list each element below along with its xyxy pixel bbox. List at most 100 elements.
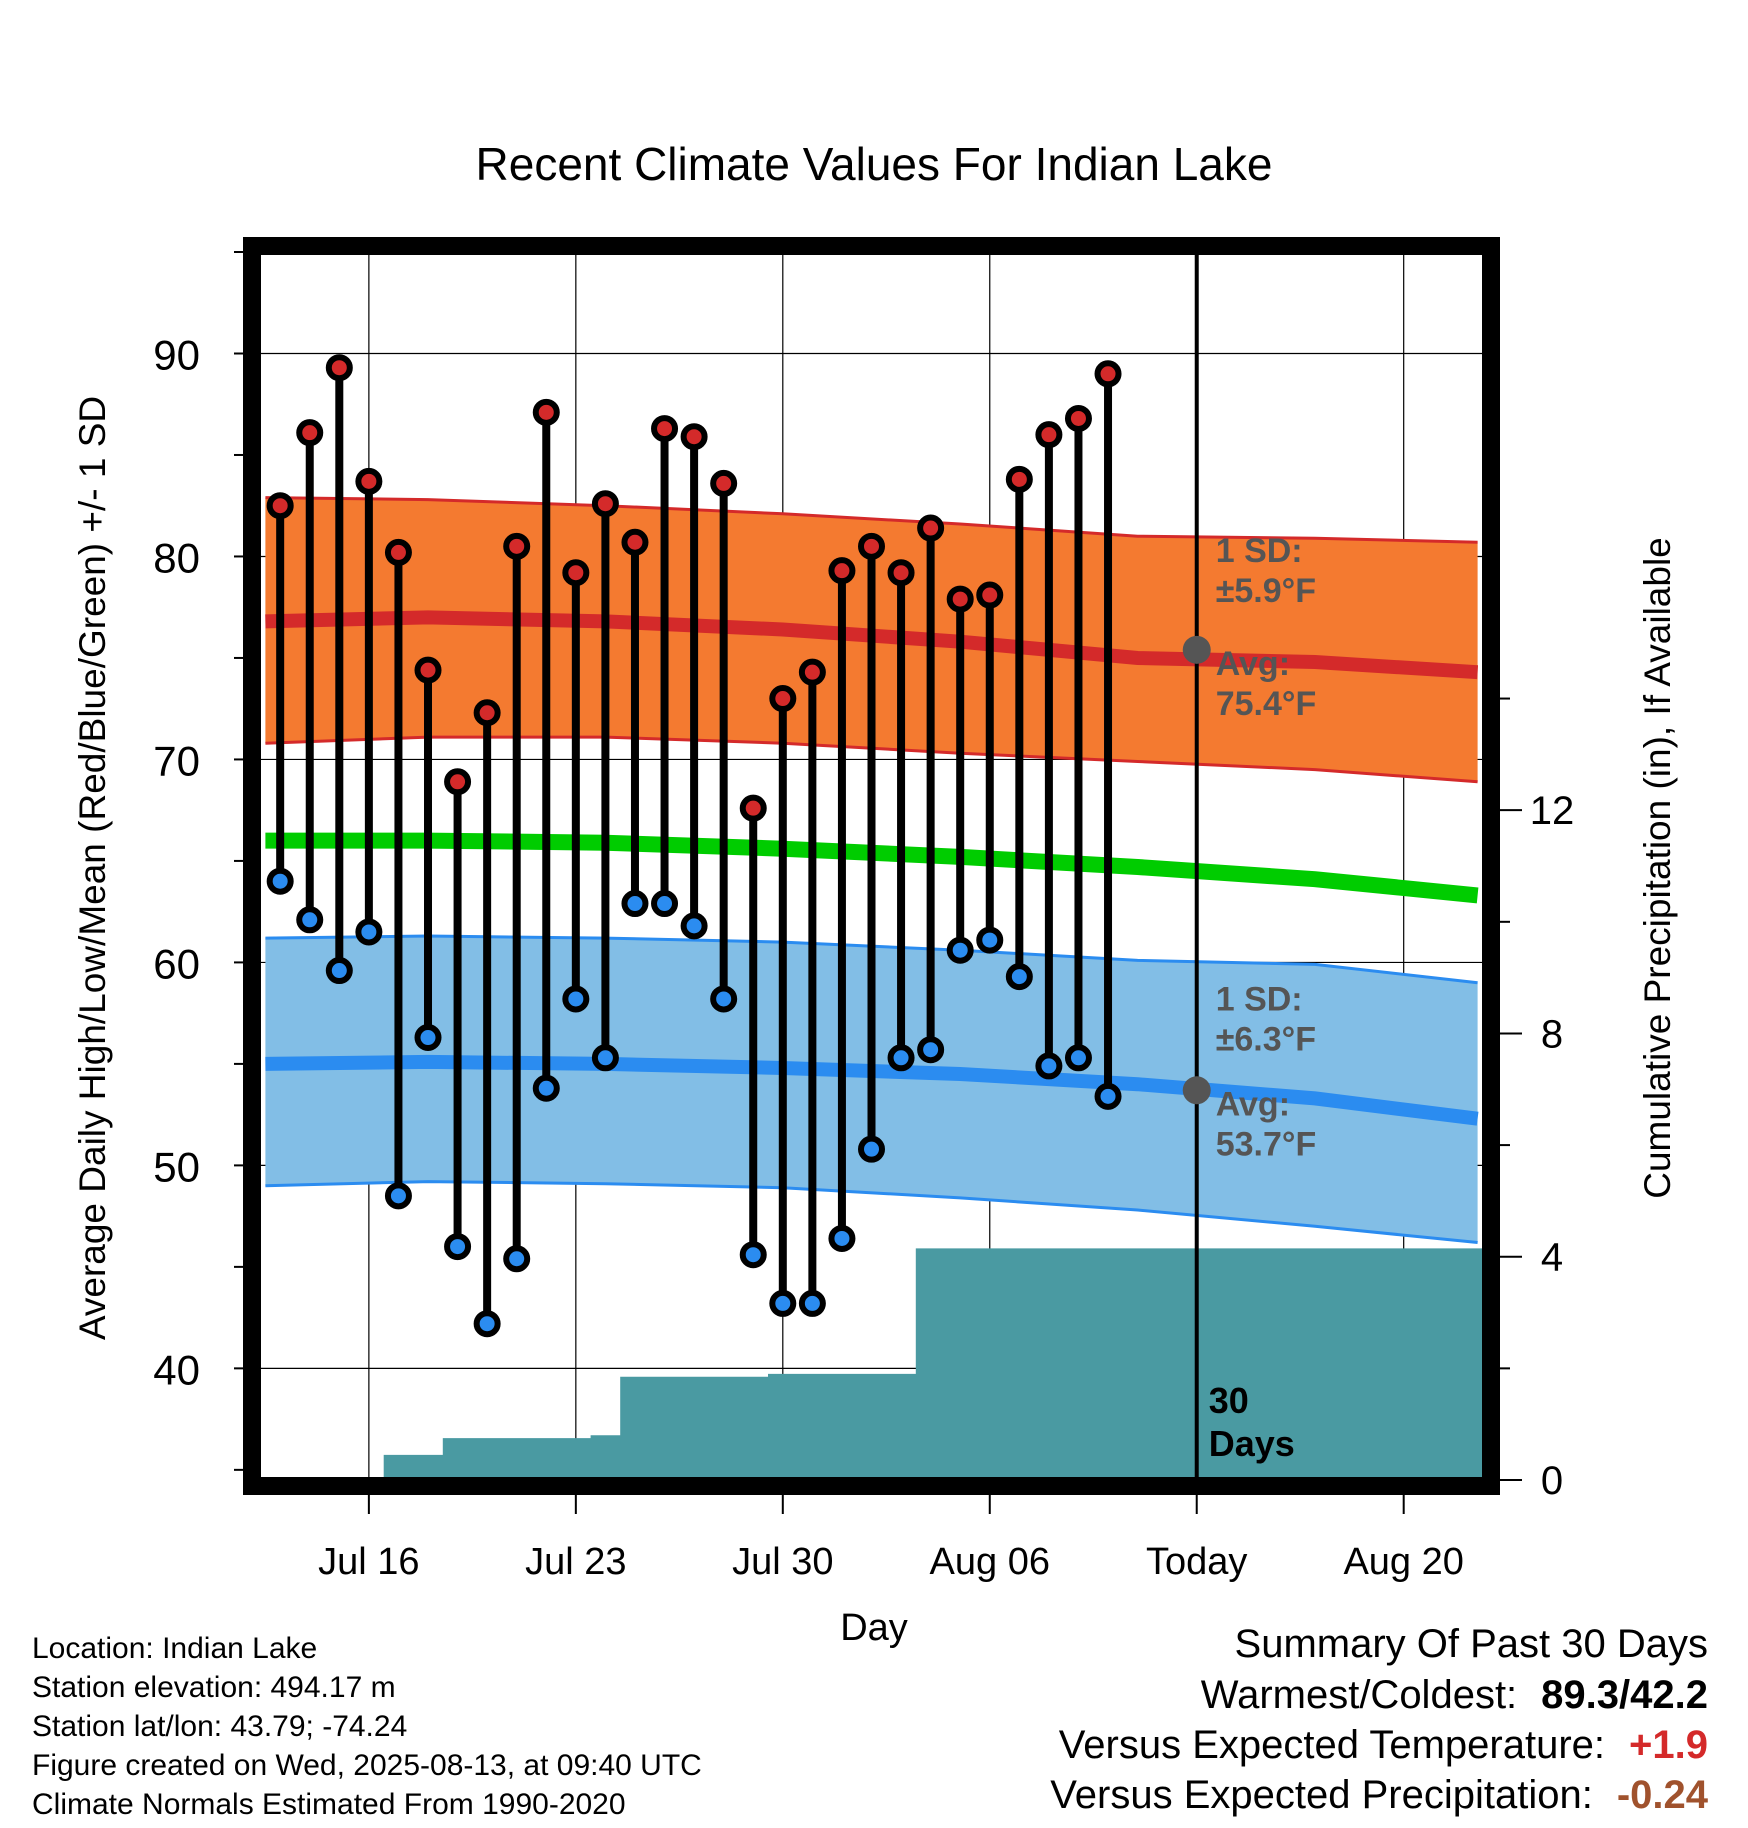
high-point [739, 794, 767, 822]
low-point [473, 1310, 501, 1338]
low-point [917, 1036, 945, 1064]
y-tick-label: 80 [153, 534, 200, 581]
summary-title: Summary Of Past 30 Days [1234, 1622, 1708, 1666]
high-point [710, 469, 738, 497]
low-point [414, 1024, 442, 1052]
x-tick-label: Aug 20 [1343, 1541, 1463, 1583]
precipitation-area [258, 1248, 1485, 1480]
low-point [1035, 1052, 1063, 1080]
low-point [562, 985, 590, 1013]
high-point [828, 557, 856, 585]
y2-tick-label: 8 [1541, 1012, 1563, 1056]
high-point [414, 656, 442, 684]
low-point [355, 918, 383, 946]
y2-axis-label: Cumulative Precipitation (in), If Availa… [1637, 537, 1678, 1199]
low-sd-label-line-2: ±6.3°F [1216, 1020, 1316, 1058]
high-point [384, 538, 412, 566]
high-point [296, 419, 324, 447]
low-avg-label-line-2: 53.7°F [1216, 1125, 1317, 1163]
low-point [444, 1233, 472, 1261]
summary-precip-value: -0.24 [1616, 1773, 1708, 1817]
low-point [325, 957, 353, 985]
low-point [710, 985, 738, 1013]
today-low-average-marker [1182, 1076, 1211, 1105]
low-point [503, 1245, 531, 1273]
observations [266, 354, 1122, 1338]
high-point [325, 354, 353, 382]
low-point [384, 1182, 412, 1210]
y-tick-label: 90 [153, 331, 200, 378]
high-point [858, 532, 885, 560]
y-axis-label: Average Daily High/Low/Mean (Red/Blue/Gr… [72, 396, 113, 1340]
high-point [473, 699, 501, 727]
y-tick-label: 60 [153, 940, 200, 987]
high-point [887, 559, 915, 587]
high-point [562, 559, 590, 587]
high-sd-label-line-2: ±5.9°F [1216, 572, 1316, 610]
info-latlon: Station lat/lon: 43.79; -74.24 [32, 1710, 408, 1743]
high-point [1035, 421, 1063, 449]
high-point [266, 492, 294, 520]
low-point [591, 1044, 619, 1072]
x-tick-label: Today [1146, 1541, 1247, 1583]
days-label-line-1: 30 [1209, 1380, 1249, 1421]
low-point [858, 1135, 885, 1163]
y-tick-label: 70 [153, 737, 200, 784]
low-point [828, 1224, 856, 1252]
high-point [1094, 360, 1122, 388]
high-point [503, 532, 531, 560]
low-point [739, 1241, 767, 1269]
info-created: Figure created on Wed, 2025-08-13, at 09… [32, 1749, 702, 1782]
low-point [946, 936, 974, 964]
summary-temp-label: Versus Expected Temperature: [1058, 1723, 1606, 1767]
info-normals: Climate Normals Estimated From 1990-2020 [32, 1788, 626, 1821]
plot-border [243, 237, 1500, 1495]
high-point [917, 514, 945, 542]
high-sd-band-upper-edge [265, 496, 1478, 544]
plot-frame [243, 237, 1500, 1495]
low-point [1094, 1082, 1122, 1110]
high-point [621, 528, 649, 556]
low-point [1005, 963, 1033, 991]
days-label-line-2: Days [1209, 1423, 1295, 1464]
x-tick-label: Jul 23 [525, 1541, 626, 1583]
summary-precip-label: Versus Expected Precipitation: [1050, 1773, 1593, 1817]
summary-warm-cold: Warmest/Coldest: 89.3/42.2 [1201, 1673, 1708, 1718]
high-point [1064, 404, 1092, 432]
low-point [266, 867, 294, 895]
summary-temp: Versus Expected Temperature: +1.9 [1059, 1723, 1708, 1768]
low-avg-label-line-1: Avg: [1216, 1085, 1290, 1123]
summary-temp-value: +1.9 [1629, 1723, 1708, 1767]
high-point [798, 658, 826, 686]
summary-precip: Versus Expected Precipitation: -0.24 [1050, 1773, 1708, 1818]
low-point [976, 926, 1004, 954]
info-elevation: Station elevation: 494.17 m [32, 1671, 396, 1704]
low-point [798, 1289, 826, 1317]
x-tick-label: Jul 16 [318, 1541, 419, 1583]
low-point [532, 1074, 560, 1102]
chart-title: Recent Climate Values For Indian Lake [476, 138, 1273, 190]
high-sd-label-line-1: 1 SD: [1216, 532, 1303, 570]
high-point [355, 467, 383, 495]
low-sd-label-line-1: 1 SD: [1216, 980, 1303, 1018]
low-point [887, 1044, 915, 1072]
low-point [621, 890, 649, 918]
summary-warm-cold-value: 89.3/42.2 [1541, 1673, 1708, 1717]
high-point [591, 490, 619, 518]
y-tick-label: 50 [153, 1143, 200, 1190]
high-point [651, 415, 679, 443]
high-point [1005, 465, 1033, 493]
high-point [946, 585, 974, 613]
axes: 40 50 60 70 80 90 0 4 8 12 Jul 16 Jul 23 Jul 30 Aug 0… [153, 251, 1575, 1583]
summary-warm-cold-label: Warmest/Coldest: [1200, 1673, 1518, 1717]
high-point [680, 423, 708, 451]
y2-tick-label: 4 [1541, 1236, 1563, 1280]
low-point [680, 912, 708, 940]
high-avg-label-line-2: 75.4°F [1216, 685, 1317, 723]
high-point [532, 398, 560, 426]
x-tick-label: Aug 06 [930, 1541, 1050, 1583]
x-axis-label: Day [840, 1607, 908, 1649]
y2-tick-label: 12 [1530, 789, 1575, 833]
